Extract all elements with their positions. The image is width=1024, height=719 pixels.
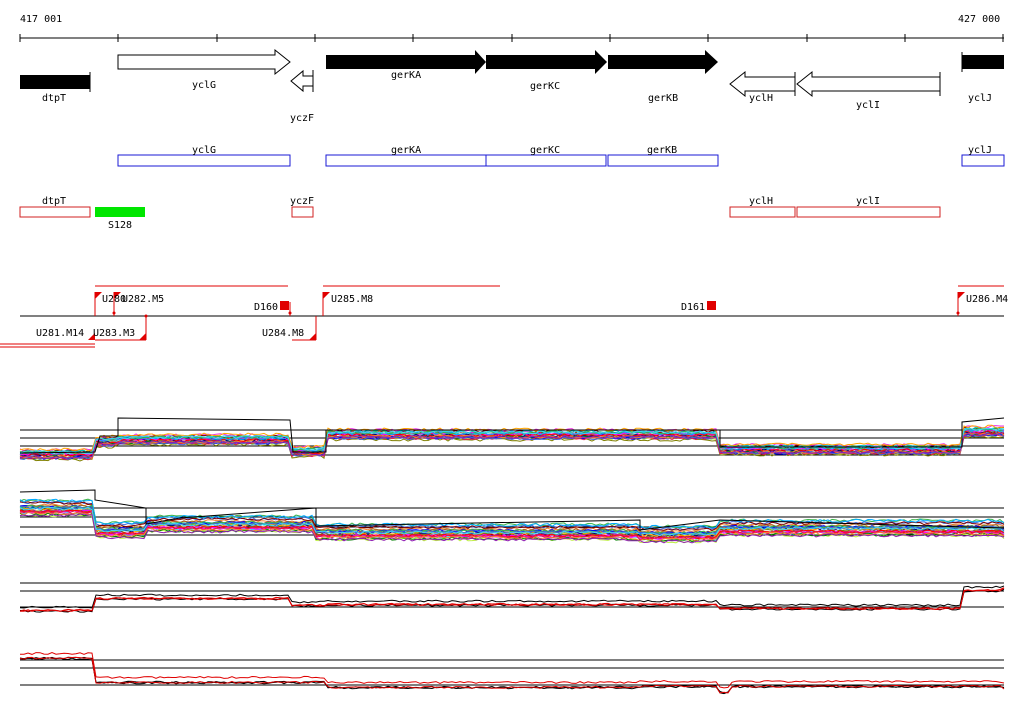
gene-label-yclJ: yclJ [968, 93, 992, 104]
gene-yclH[interactable] [729, 70, 796, 98]
box-label-yclH: yclH [749, 196, 773, 207]
gene-yczF[interactable] [290, 69, 314, 93]
gene-label-yclI: yclI [856, 100, 880, 111]
segment-label-u286: U286.M4 [966, 294, 1008, 305]
orf-labels: yclG gerKA gerKC gerKB yclJ [192, 145, 992, 156]
annotation-track: dtpT yczF yclH yclI S128 [19, 196, 941, 231]
box-label-yclI: yclI [856, 196, 880, 207]
orf-gerKB[interactable] [607, 154, 719, 167]
expression-trace [19, 513, 1005, 544]
orf-label-yclJ: yclJ [968, 145, 992, 156]
expression-trace [19, 489, 1005, 531]
segment-label-u281: U281.M14 [36, 328, 84, 339]
box-label-dtpT: dtpT [42, 196, 66, 207]
expression-traces-3 [19, 585, 1005, 613]
segment-track: U280 U282.M5 U281.M14 U283.M3 U284.M8 U2… [0, 285, 1008, 348]
orf-yclG[interactable] [117, 154, 291, 167]
expression-trace [19, 651, 1005, 689]
gene-yclI[interactable] [796, 70, 941, 98]
orf-label-gerKB: gerKB [647, 145, 677, 156]
expression-trace [19, 656, 1005, 694]
orf-label-gerKC: gerKC [530, 145, 560, 156]
feature-d160-marker[interactable] [280, 301, 289, 310]
expression-trace [19, 585, 1005, 609]
gene-label-yclG: yclG [192, 80, 216, 91]
gene-gerKB[interactable] [608, 50, 718, 74]
expression-trace [19, 509, 1005, 540]
gene-gerKA[interactable] [326, 50, 486, 74]
segment-label-u285: U285.M8 [331, 294, 373, 305]
expression-trace [19, 431, 1005, 459]
ruler-ticks [19, 34, 1004, 42]
gene-gerKC[interactable] [486, 50, 607, 74]
expression-trace [19, 427, 1005, 454]
gene-label-gerKC: gerKC [530, 81, 560, 92]
feature-label-d161: D161 [681, 302, 705, 313]
segment-label-u283: U283.M3 [93, 328, 135, 339]
expression-traces-2 [19, 489, 1005, 544]
ruler-end-label: 427 000 [958, 14, 1000, 25]
feature-d161-marker[interactable] [707, 301, 716, 310]
orf-gerKA[interactable] [325, 154, 487, 167]
expression-trace [19, 506, 1005, 537]
ruler-start-label: 417 001 [20, 14, 62, 25]
expression-traces-1 [19, 417, 1005, 462]
orf-gerKC[interactable] [485, 154, 607, 167]
orf-yclJ[interactable] [961, 154, 1005, 167]
gene-label-gerKB: gerKB [648, 93, 678, 104]
segment-label-u280: U280 [102, 294, 126, 305]
expression-trace [19, 511, 1005, 542]
expression-panel-3 [19, 582, 1005, 613]
gene-yclJ[interactable] [962, 55, 1004, 69]
expression-trace [19, 587, 1005, 612]
box-yczF[interactable] [291, 206, 314, 218]
gene-label-yclH: yclH [749, 93, 773, 104]
expression-traces-4 [19, 651, 1005, 695]
gene-dtpT[interactable] [20, 75, 90, 89]
orf-label-yclG: yclG [192, 145, 216, 156]
expression-panel-4 [19, 651, 1005, 695]
segment-label-u284: U284.M8 [262, 328, 304, 339]
expression-panel-1 [19, 417, 1005, 462]
expression-trace [19, 657, 1005, 695]
expression-trace [19, 513, 1005, 544]
expression-trace [19, 506, 1005, 536]
gene-label-yczF: yczF [290, 113, 314, 124]
gene-label-gerKA: gerKA [391, 70, 421, 81]
expression-trace [19, 498, 1005, 529]
box-yclH[interactable] [729, 206, 796, 218]
expression-panel-2 [19, 489, 1005, 544]
feature-label-d160: D160 [254, 302, 278, 313]
feature-label-s128: S128 [108, 220, 132, 231]
box-dtpT[interactable] [19, 206, 91, 218]
box-yclI[interactable] [796, 206, 941, 218]
orf-track [117, 154, 1005, 167]
feature-s128[interactable] [95, 207, 145, 217]
box-label-yczF: yczF [290, 196, 314, 207]
gene-label-dtpT: dtpT [42, 93, 66, 104]
orf-label-gerKA: gerKA [391, 145, 421, 156]
gene-yclG[interactable] [117, 48, 291, 76]
coordinate-ruler: 417 001 427 000 [19, 14, 1004, 42]
expression-trace [19, 417, 1005, 454]
gene-track: dtpT yclG yczF gerKA gerKC gerKB yclH yc… [20, 48, 1004, 124]
segment-label-u282: U282.M5 [122, 294, 164, 305]
